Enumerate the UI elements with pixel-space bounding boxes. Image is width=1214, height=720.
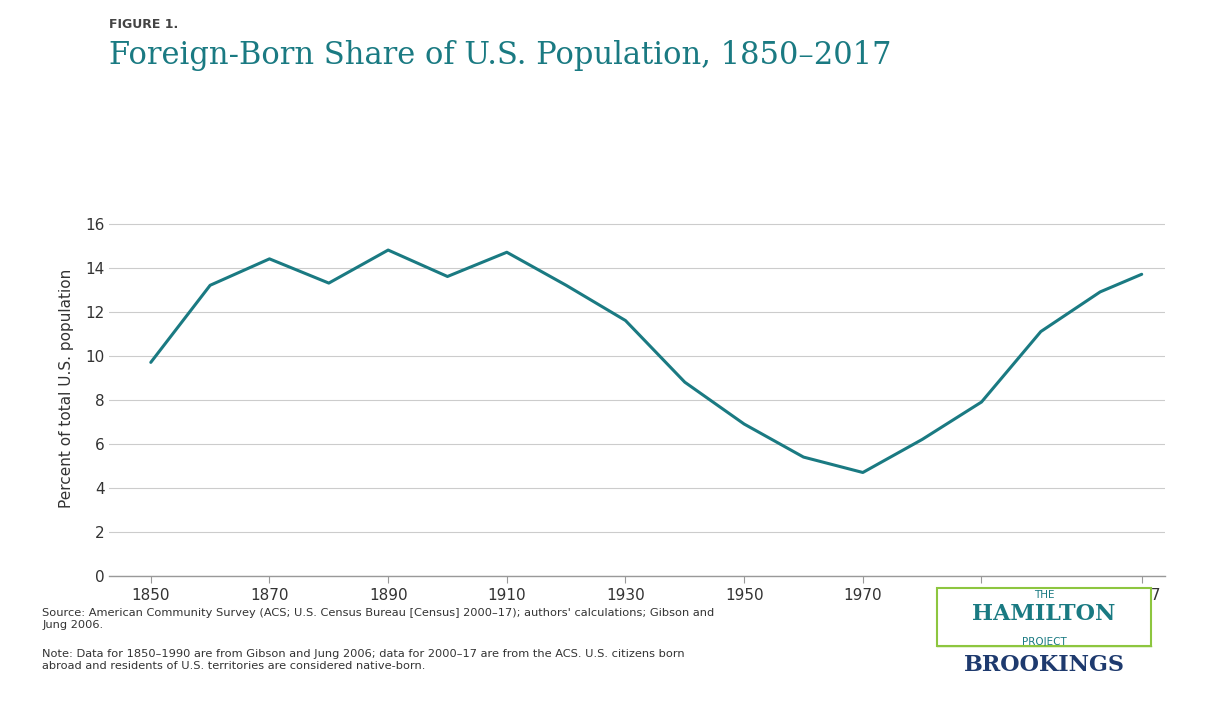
Text: PROJECT: PROJECT xyxy=(1022,636,1066,647)
Text: Foreign-Born Share of U.S. Population, 1850–2017: Foreign-Born Share of U.S. Population, 1… xyxy=(109,40,892,71)
Text: Source: American Community Survey (ACS; U.S. Census Bureau [Census] 2000–17); au: Source: American Community Survey (ACS; … xyxy=(42,608,715,630)
Text: THE: THE xyxy=(1034,590,1054,600)
Y-axis label: Percent of total U.S. population: Percent of total U.S. population xyxy=(59,269,74,508)
Text: HAMILTON: HAMILTON xyxy=(972,603,1116,625)
Text: BROOKINGS: BROOKINGS xyxy=(964,654,1124,675)
Text: Note: Data for 1850–1990 are from Gibson and Jung 2006; data for 2000–17 are fro: Note: Data for 1850–1990 are from Gibson… xyxy=(42,649,685,671)
FancyBboxPatch shape xyxy=(937,588,1151,646)
Text: FIGURE 1.: FIGURE 1. xyxy=(109,18,178,31)
